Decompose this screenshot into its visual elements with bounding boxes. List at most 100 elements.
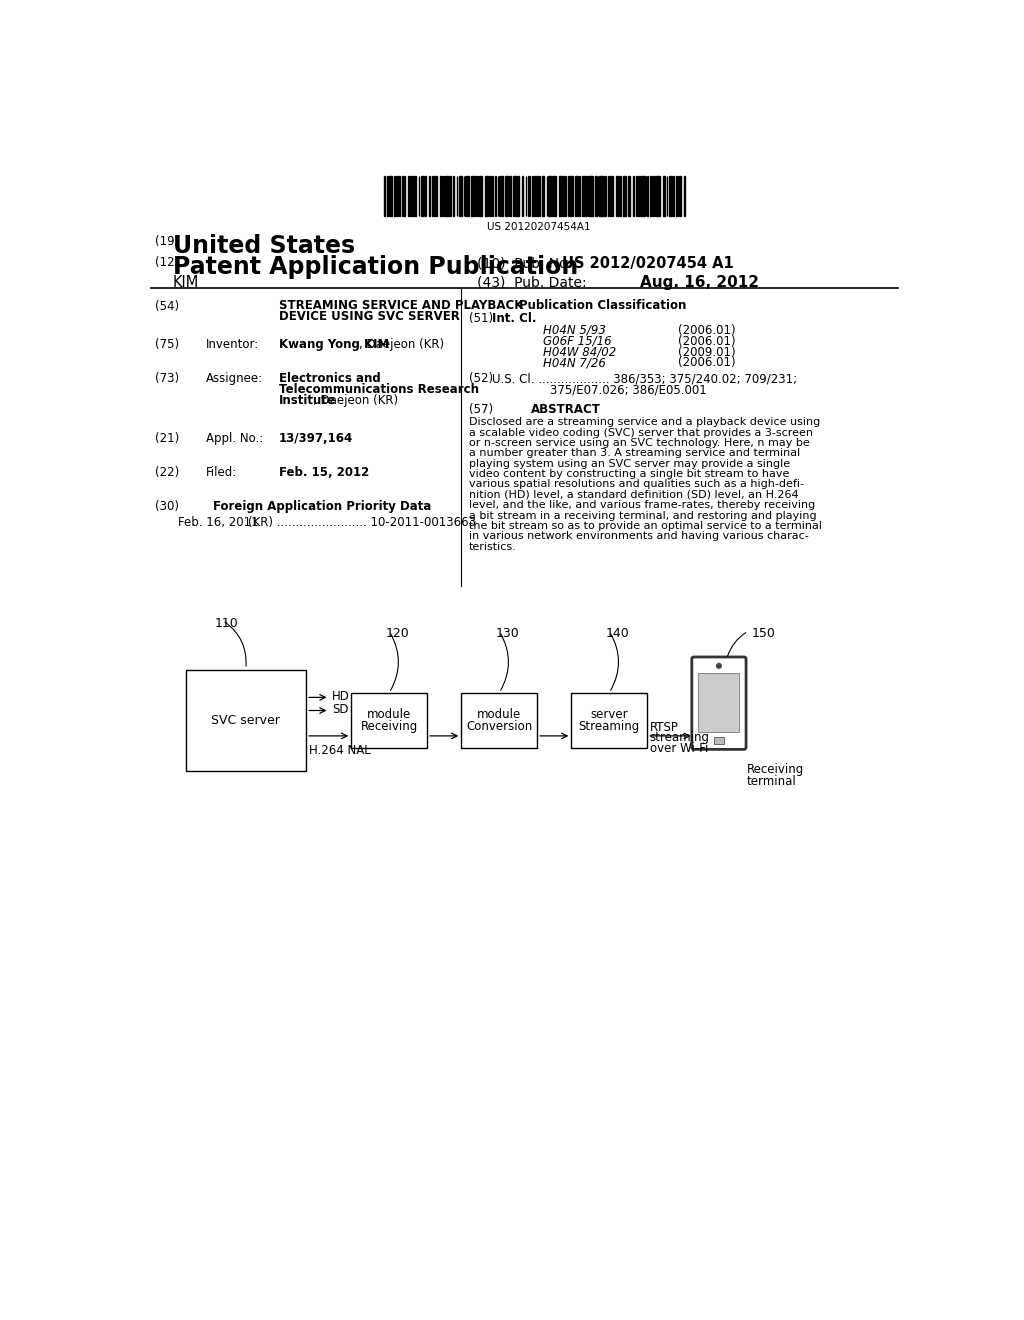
Bar [616, 176, 620, 216]
Bar [560, 176, 562, 216]
Text: Int. Cl.: Int. Cl. [493, 313, 537, 326]
Text: Feb. 16, 2011: Feb. 16, 2011 [178, 516, 259, 529]
Text: (22): (22) [155, 466, 179, 479]
Text: Filed:: Filed: [206, 466, 237, 479]
Text: (10)  Pub. No.:: (10) Pub. No.: [477, 256, 585, 271]
Text: G06F 15/16: G06F 15/16 [543, 335, 611, 347]
Bar [186, 671, 306, 771]
Text: (54): (54) [155, 300, 179, 313]
Bar [421, 176, 424, 216]
Text: 375/E07.026; 386/E05.001: 375/E07.026; 386/E05.001 [550, 383, 708, 396]
Bar [554, 176, 556, 216]
Text: 120: 120 [385, 627, 409, 640]
Text: US 2012/0207454 A1: US 2012/0207454 A1 [562, 256, 734, 271]
Text: Feb. 15, 2012: Feb. 15, 2012 [280, 466, 370, 479]
Text: (12): (12) [155, 256, 179, 269]
Bar [714, 737, 724, 744]
Text: (2006.01): (2006.01) [678, 335, 736, 347]
Bar [517, 176, 519, 216]
Text: H04N 7/26: H04N 7/26 [543, 356, 605, 370]
Text: the bit stream so as to provide an optimal service to a terminal: the bit stream so as to provide an optim… [469, 521, 822, 531]
Text: a scalable video coding (SVC) server that provides a 3-screen: a scalable video coding (SVC) server tha… [469, 428, 813, 437]
Text: (51): (51) [469, 313, 494, 326]
Bar [513, 176, 515, 216]
Text: Assignee:: Assignee: [206, 372, 262, 385]
Bar [669, 176, 672, 216]
Text: 140: 140 [605, 627, 629, 640]
Bar [624, 176, 627, 216]
Text: Publication Classification: Publication Classification [519, 298, 687, 312]
Bar [489, 176, 492, 216]
Bar [684, 176, 685, 216]
Bar [461, 693, 538, 748]
Bar [611, 176, 613, 216]
Text: (19): (19) [155, 235, 179, 248]
Bar [571, 176, 572, 216]
Bar [679, 176, 681, 216]
Text: ABSTRACT: ABSTRACT [531, 404, 601, 416]
Bar [575, 176, 579, 216]
Bar [509, 176, 511, 216]
Bar [568, 176, 570, 216]
Bar [506, 176, 508, 216]
Text: nition (HD) level, a standard definition (SD) level, an H.264: nition (HD) level, a standard definition… [469, 490, 799, 500]
Text: 150: 150 [752, 627, 776, 640]
Bar [398, 176, 400, 216]
Text: (57): (57) [469, 404, 494, 416]
Text: HD: HD [332, 690, 350, 704]
Bar [649, 176, 651, 216]
Bar [595, 176, 597, 216]
Text: US 20120207454A1: US 20120207454A1 [487, 222, 591, 231]
Bar [447, 176, 449, 216]
Text: (73): (73) [155, 372, 179, 385]
Bar [471, 176, 474, 216]
Text: module: module [477, 708, 521, 721]
Bar [550, 176, 552, 216]
Text: playing system using an SVC server may provide a single: playing system using an SVC server may p… [469, 459, 791, 469]
Text: (2009.01): (2009.01) [678, 346, 736, 359]
Text: a bit stream in a receiving terminal, and restoring and playing: a bit stream in a receiving terminal, an… [469, 511, 816, 520]
Bar [676, 176, 678, 216]
Text: SVC server: SVC server [211, 714, 281, 727]
Bar [599, 176, 601, 216]
Bar [640, 176, 643, 216]
Bar [633, 176, 634, 216]
Text: various spatial resolutions and qualities such as a high-defi-: various spatial resolutions and qualitie… [469, 479, 804, 490]
Bar [583, 176, 586, 216]
Bar [450, 176, 452, 216]
Text: Telecommunications Research: Telecommunications Research [280, 383, 479, 396]
Bar [592, 176, 593, 216]
Bar [548, 176, 550, 216]
Text: teristics.: teristics. [469, 543, 517, 552]
Text: a number greater than 3. A streaming service and terminal: a number greater than 3. A streaming ser… [469, 449, 800, 458]
Text: over Wi-Fi: over Wi-Fi [649, 742, 708, 755]
Text: streaming: streaming [649, 731, 710, 744]
Bar [652, 176, 653, 216]
Bar [673, 176, 675, 216]
Text: SD: SD [332, 704, 348, 717]
FancyBboxPatch shape [692, 657, 746, 750]
Text: U.S. Cl. ................... 386/353; 375/240.02; 709/231;: U.S. Cl. ................... 386/353; 37… [493, 372, 798, 385]
Text: Electronics and: Electronics and [280, 372, 381, 385]
Text: 13/397,164: 13/397,164 [280, 432, 353, 445]
Text: 130: 130 [496, 627, 519, 640]
Text: Patent Application Publication: Patent Application Publication [173, 255, 579, 279]
Bar [410, 176, 414, 216]
Bar [528, 176, 530, 216]
Text: Inventor:: Inventor: [206, 338, 259, 351]
Bar [351, 693, 427, 748]
Bar [539, 176, 541, 216]
Bar [439, 176, 442, 216]
Text: video content by constructing a single bit stream to have: video content by constructing a single b… [469, 469, 790, 479]
Circle shape [717, 664, 721, 668]
Bar [628, 176, 630, 216]
Text: RTSP: RTSP [649, 721, 679, 734]
Text: Aug. 16, 2012: Aug. 16, 2012 [640, 276, 759, 290]
Bar [389, 176, 392, 216]
Bar [477, 176, 478, 216]
Text: H04W 84/02: H04W 84/02 [543, 346, 615, 359]
Text: , Daejeon (KR): , Daejeon (KR) [359, 338, 444, 351]
Bar [467, 176, 469, 216]
Text: United States: United States [173, 234, 355, 257]
Text: Streaming: Streaming [579, 721, 640, 733]
